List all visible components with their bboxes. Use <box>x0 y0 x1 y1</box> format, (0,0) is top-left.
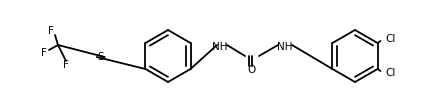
Text: Cl: Cl <box>385 34 396 44</box>
Text: F: F <box>63 60 69 70</box>
Text: NH: NH <box>212 42 228 52</box>
Text: O: O <box>248 65 256 75</box>
Text: F: F <box>41 48 47 58</box>
Text: NH: NH <box>277 42 293 52</box>
Text: S: S <box>97 52 104 62</box>
Text: F: F <box>48 26 54 36</box>
Text: Cl: Cl <box>385 68 396 78</box>
